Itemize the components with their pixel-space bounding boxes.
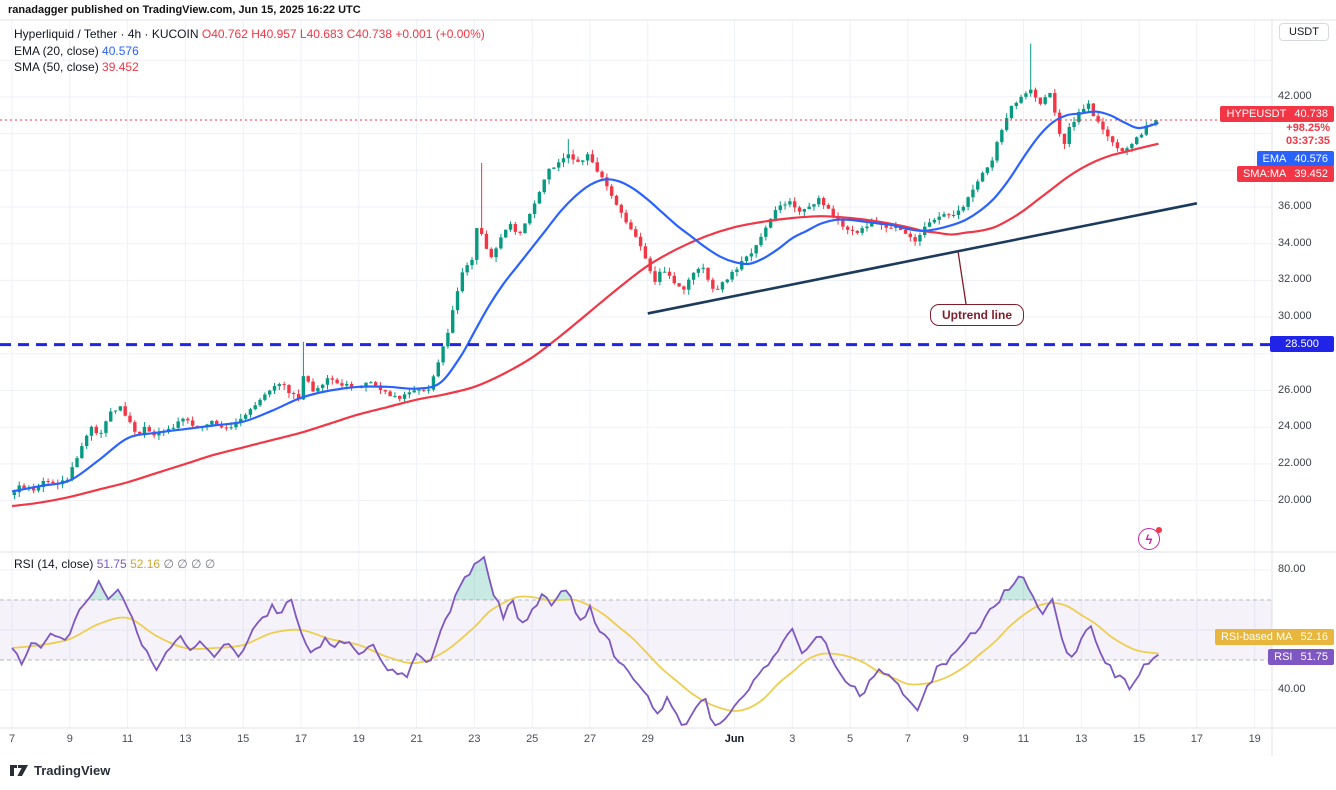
time-axis-label: 19 [352,733,365,745]
price-axis-label: 32.000 [1278,273,1312,286]
rsi-indicator-legend[interactable]: RSI (14, close) 51.75 52.16 ∅ ∅ ∅ ∅ [14,557,215,571]
time-axis-label: 23 [468,733,481,745]
time-axis-label: 13 [1075,733,1088,745]
time-axis-label: 5 [847,733,854,745]
tradingview-logo[interactable]: TradingView [10,763,110,778]
ema-value-badge: EMA 40.576 [1256,151,1334,167]
notification-dot [1156,527,1162,533]
price-axis-label: 20.000 [1278,493,1312,506]
rsi-ma-legend-value: 52.16 [130,557,161,571]
publish-info: ranadagger published on TradingView.com,… [8,4,361,16]
sma-indicator-legend[interactable]: SMA (50, close) 39.452 [14,60,139,74]
time-axis-label: 9 [66,733,73,745]
time-axis-label: 11 [121,733,134,745]
tradingview-mark-icon [10,765,28,776]
price-axis-label: 22.000 [1278,456,1312,469]
last-price-symbol: HYPEUSDT [1226,108,1287,120]
rsi-legend-label: RSI (14, close) [14,557,94,571]
price-axis-label: 30.000 [1278,310,1312,323]
rsi-axis-label: 80.00 [1278,563,1306,575]
time-axis-label: 19 [1248,733,1261,745]
last-price-value: 40.738 [1294,108,1328,120]
rsi-legend-value: 51.75 [96,557,127,571]
candle-countdown: 03:37:35 [1285,135,1330,147]
time-axis-label: 11 [1017,733,1030,745]
sma-badge-value: 39.452 [1294,168,1328,180]
ema-indicator-legend[interactable]: EMA (20, close) 40.576 [14,44,139,58]
ema-badge-value: 40.576 [1294,153,1328,165]
time-axis-label: 7 [8,733,16,745]
time-axis-label: 17 [1190,733,1204,745]
time-axis-label: 15 [237,733,250,745]
ohlc-values: O40.762 H40.957 L40.683 C40.738 +0.001 (… [201,27,485,41]
ema-legend-value: 40.576 [102,44,139,58]
price-axis-label: 34.000 [1278,236,1312,249]
time-axis-label: 9 [962,733,969,745]
sma-legend-label: SMA (50, close) [14,60,99,74]
sma-badge-tag: SMA:MA [1242,168,1287,180]
rsi-ma-value-badge: RSI-based MA 52.16 [1214,629,1334,645]
price-axis-label: 26.000 [1278,383,1312,396]
lightning-glyph: ϟ [1145,531,1153,547]
rsi-badge-value: 51.75 [1300,651,1328,663]
time-axis-label: 13 [179,733,192,745]
uptrend-line-callout[interactable]: Uptrend line [930,304,1025,326]
rsi-axis-label: 40.00 [1278,683,1306,695]
time-axis-label: Jun [724,733,745,745]
ema-legend-label: EMA (20, close) [14,44,99,58]
time-axis-label: 3 [789,733,796,745]
symbol-legend[interactable]: Hyperliquid / Tether · 4h · KUCOIN O40.7… [14,27,485,41]
change-percent-badge: +98.25% [1286,122,1330,134]
symbol-title: Hyperliquid / Tether · 4h · KUCOIN [14,27,199,41]
time-axis-label: 15 [1132,733,1146,745]
time-axis-label: 29 [641,733,654,745]
time-axis-label: 7 [904,733,911,745]
support-level-badge: 28.500 [1270,336,1334,352]
currency-tab[interactable]: USDT [1279,23,1329,41]
tradingview-wordmark: TradingView [34,763,111,778]
time-axis-label: 21 [410,733,423,745]
last-price-badge: HYPEUSDT 40.738 [1220,106,1334,122]
rsi-ma-badge-tag: RSI-based MA [1220,631,1293,643]
sma-legend-value: 39.452 [102,60,139,74]
price-axis-label: 42.000 [1278,89,1312,102]
rsi-ma-badge-value: 52.16 [1300,631,1328,643]
ema-badge-tag: EMA [1262,153,1287,165]
time-axis-label: 17 [294,733,308,745]
rsi-empty-values: ∅ ∅ ∅ ∅ [163,557,216,571]
rsi-value-badge: RSI 51.75 [1268,649,1334,665]
rsi-badge-tag: RSI [1274,651,1293,663]
price-axis-label: 24.000 [1278,420,1312,433]
time-axis-label: 27 [583,733,597,745]
time-axis-label: 25 [526,733,539,745]
flash-icon[interactable]: ϟ [1138,527,1162,550]
sma-value-badge: SMA:MA 39.452 [1236,166,1334,182]
price-axis-label: 36.000 [1278,200,1312,212]
